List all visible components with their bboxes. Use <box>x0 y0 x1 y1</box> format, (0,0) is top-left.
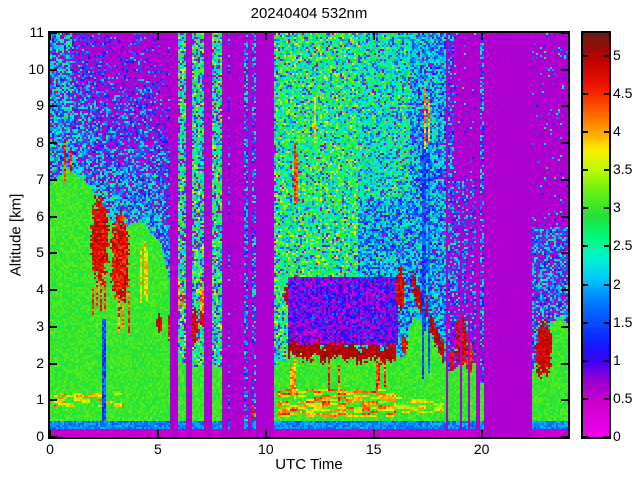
colorbar-tick-mark <box>583 436 588 438</box>
y-tick-label: 7 <box>36 170 44 187</box>
y-tick-label: 9 <box>36 97 44 114</box>
colorbar-tick-mark <box>604 54 609 57</box>
colorbar-tick-mark <box>604 359 609 362</box>
colorbar-tick-mark <box>604 436 609 438</box>
x-tick-mark <box>372 33 375 40</box>
y-tick-mark <box>50 178 57 181</box>
colorbar-tick-label: 4 <box>613 123 621 140</box>
colorbar-tick-mark <box>604 131 609 134</box>
colorbar-gradient <box>583 33 609 437</box>
y-tick-mark <box>561 289 568 292</box>
colorbar-tick-mark <box>583 131 588 134</box>
x-tick-mark <box>372 430 375 437</box>
colorbar-tick-label: 0 <box>613 428 621 444</box>
colorbar-tick-mark <box>604 92 609 95</box>
x-tick-label: 15 <box>365 441 382 457</box>
y-tick-mark <box>50 142 57 145</box>
colorbar-tick-label: 5 <box>613 46 621 63</box>
colorbar-tick-label: 0.5 <box>613 389 633 406</box>
y-axis-label: Altitude [km] <box>7 193 25 277</box>
y-tick-mark <box>561 142 568 145</box>
colorbar-tick-mark <box>583 207 588 210</box>
colorbar-tick-mark <box>583 245 588 248</box>
y-tick-label: 10 <box>28 60 44 77</box>
y-tick-label: 0 <box>36 428 44 444</box>
colorbar-tick-label: 4.5 <box>613 84 633 101</box>
y-tick-mark <box>50 289 57 292</box>
y-tick-mark <box>50 399 57 402</box>
colorbar-tick-label: 3.5 <box>613 161 633 178</box>
x-tick-mark <box>49 430 51 437</box>
colorbar-tick-mark <box>604 169 609 172</box>
y-tick-mark <box>50 105 57 108</box>
x-axis-label: UTC Time <box>275 456 343 473</box>
colorbar-tick-label: 3 <box>613 199 621 216</box>
y-tick-label: 4 <box>36 281 44 298</box>
y-tick-mark <box>561 32 568 34</box>
x-tick-mark <box>49 33 51 40</box>
x-tick-mark <box>480 33 483 40</box>
colorbar-tick-mark <box>604 207 609 210</box>
y-tick-mark <box>561 252 568 255</box>
x-tick-mark <box>264 33 267 40</box>
colorbar-tick-mark <box>583 397 588 400</box>
y-tick-mark <box>50 362 57 365</box>
x-tick-label: 0 <box>46 441 54 457</box>
y-tick-mark <box>561 399 568 402</box>
y-tick-mark <box>50 68 57 71</box>
x-tick-label: 20 <box>473 441 490 457</box>
colorbar-tick-mark <box>583 92 588 95</box>
x-tick-label: 10 <box>258 441 274 457</box>
colorbar-tick-mark <box>583 54 588 57</box>
y-tick-mark <box>561 178 568 181</box>
y-tick-mark <box>50 252 57 255</box>
y-tick-label: 11 <box>29 24 44 40</box>
y-tick-mark <box>561 105 568 108</box>
colorbar-tick-mark <box>583 169 588 172</box>
y-tick-label: 8 <box>36 134 44 151</box>
y-tick-mark <box>50 215 57 218</box>
colorbar-tick-label: 1.5 <box>613 313 633 330</box>
colorbar-tick-mark <box>583 283 588 286</box>
colorbar-tick-mark <box>604 245 609 248</box>
colorbar-tick-label: 2 <box>613 275 621 292</box>
colorbar-tick-mark <box>583 359 588 362</box>
y-tick-mark <box>50 325 57 328</box>
y-tick-mark <box>50 32 57 34</box>
x-tick-mark <box>156 430 159 437</box>
chart-title: 20240404 532nm <box>250 5 368 22</box>
y-tick-label: 6 <box>36 207 44 224</box>
y-tick-mark <box>561 68 568 71</box>
y-tick-mark <box>561 215 568 218</box>
y-tick-mark <box>561 436 568 438</box>
x-tick-mark <box>264 430 267 437</box>
x-tick-label: 5 <box>154 441 162 457</box>
colorbar-tick-label: 2.5 <box>613 237 633 254</box>
colorbar-tick-mark <box>604 321 609 324</box>
colorbar-tick-label: 1 <box>613 351 621 368</box>
colorbar <box>581 31 611 439</box>
y-tick-label: 5 <box>36 244 44 261</box>
y-tick-label: 1 <box>36 391 44 408</box>
y-tick-label: 3 <box>36 317 44 334</box>
x-tick-mark <box>156 33 159 40</box>
plot-area <box>48 31 570 439</box>
heatmap-canvas <box>50 33 568 437</box>
colorbar-tick-mark <box>583 321 588 324</box>
y-tick-mark <box>50 436 57 438</box>
y-tick-mark <box>561 325 568 328</box>
x-tick-mark <box>480 430 483 437</box>
y-tick-mark <box>561 362 568 365</box>
colorbar-tick-mark <box>604 397 609 400</box>
y-tick-label: 2 <box>36 354 44 371</box>
colorbar-tick-mark <box>604 283 609 286</box>
